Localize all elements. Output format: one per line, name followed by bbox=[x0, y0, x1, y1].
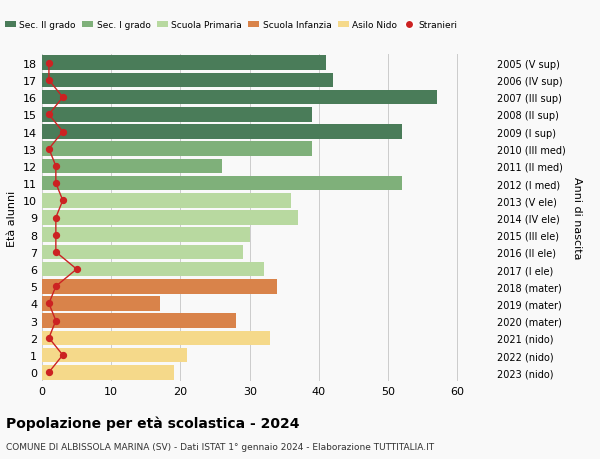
Bar bbox=[42, 297, 160, 311]
Bar bbox=[42, 211, 298, 225]
Y-axis label: Età alunni: Età alunni bbox=[7, 190, 17, 246]
Point bbox=[58, 129, 68, 136]
Point bbox=[44, 146, 54, 153]
Point bbox=[51, 231, 61, 239]
Point bbox=[58, 352, 68, 359]
Point bbox=[44, 300, 54, 308]
Bar bbox=[42, 159, 222, 174]
Bar bbox=[42, 313, 236, 328]
Bar bbox=[42, 280, 277, 294]
Bar bbox=[42, 331, 271, 345]
Bar bbox=[42, 262, 263, 277]
Bar bbox=[42, 245, 243, 260]
Point bbox=[51, 163, 61, 170]
Point bbox=[51, 180, 61, 187]
Point bbox=[51, 214, 61, 222]
Bar bbox=[42, 108, 312, 123]
Bar bbox=[42, 194, 291, 208]
Text: Popolazione per età scolastica - 2024: Popolazione per età scolastica - 2024 bbox=[6, 415, 299, 430]
Point bbox=[44, 77, 54, 84]
Bar bbox=[42, 142, 312, 157]
Bar bbox=[42, 176, 402, 191]
Bar bbox=[42, 228, 250, 242]
Point bbox=[44, 112, 54, 119]
Bar bbox=[42, 125, 402, 140]
Bar bbox=[42, 56, 326, 71]
Point bbox=[58, 197, 68, 205]
Point bbox=[51, 283, 61, 290]
Point bbox=[51, 249, 61, 256]
Point bbox=[72, 266, 82, 273]
Text: COMUNE DI ALBISSOLA MARINA (SV) - Dati ISTAT 1° gennaio 2024 - Elaborazione TUTT: COMUNE DI ALBISSOLA MARINA (SV) - Dati I… bbox=[6, 442, 434, 451]
Point bbox=[44, 60, 54, 67]
Point bbox=[51, 317, 61, 325]
Legend: Sec. II grado, Sec. I grado, Scuola Primaria, Scuola Infanzia, Asilo Nido, Stran: Sec. II grado, Sec. I grado, Scuola Prim… bbox=[1, 17, 461, 34]
Y-axis label: Anni di nascita: Anni di nascita bbox=[572, 177, 582, 259]
Bar bbox=[42, 91, 437, 105]
Bar bbox=[42, 365, 173, 380]
Point bbox=[44, 335, 54, 342]
Bar bbox=[42, 73, 333, 88]
Point bbox=[44, 369, 54, 376]
Point bbox=[58, 94, 68, 101]
Bar bbox=[42, 348, 187, 363]
